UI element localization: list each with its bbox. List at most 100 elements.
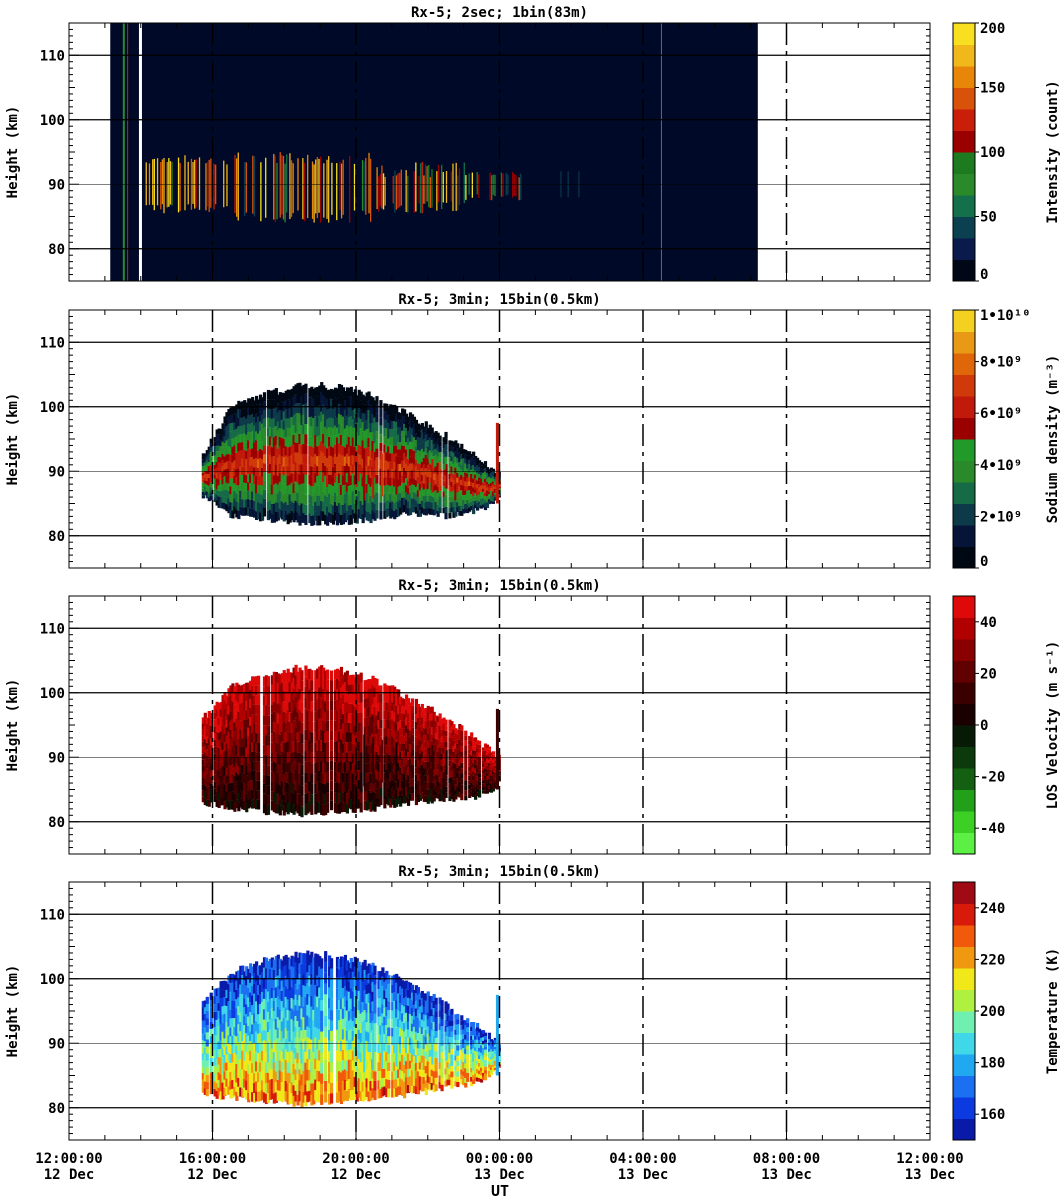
data-cell [322,699,326,710]
data-cell [227,984,231,993]
data-cell [314,425,318,436]
data-cell [237,451,241,460]
data-cell [474,737,478,742]
data-cell [335,741,340,752]
data-cell [304,393,308,404]
data-cell [264,795,269,806]
data-cell [402,445,407,454]
data-cell [217,732,221,741]
data-cell [219,429,223,435]
data-cell [349,435,353,446]
data-cell [365,438,369,448]
data-cell [235,501,239,510]
data-cell [316,505,320,516]
data-cell [393,412,397,422]
data-cell [468,507,472,512]
data-cell [454,774,458,780]
data-cell [458,462,462,468]
data-cell [237,1024,241,1034]
data-cell [255,1021,259,1032]
data-cell [440,759,444,766]
data-cell [347,446,351,457]
data-cell [235,460,239,470]
data-cell [292,667,296,679]
data-cell [493,480,497,483]
data-cell [402,460,407,469]
data-cell [426,775,430,783]
data-cell [379,434,383,443]
data-cell [418,773,422,781]
data-cell [219,783,223,791]
data-cell [231,510,235,519]
data-cell [351,446,355,456]
data-cell [249,1051,253,1061]
data-cell [401,705,405,714]
data-cell [201,1027,205,1034]
data-cell [464,785,468,791]
data-cell [414,433,419,440]
data-cell [201,453,205,457]
data-cell [326,720,330,731]
data-cell [416,476,421,484]
data-cell [255,395,259,405]
data-cell [314,511,318,521]
data-cell [485,783,490,787]
data-cell [258,421,263,431]
data-cell [239,772,243,782]
data-cell [217,792,221,801]
data-cell [203,471,207,475]
data-cell [258,512,263,522]
data-cell [448,451,452,458]
data-cell [472,754,476,759]
data-cell [233,506,237,514]
data-cell [436,432,440,439]
data-cell [266,735,271,746]
data-cell [209,1028,213,1037]
data-cell [221,1090,225,1100]
data-cell [333,700,338,711]
data-cell [205,761,209,769]
data-cell [266,755,271,766]
data-column [442,172,444,203]
data-cell [320,510,324,521]
data-cell [256,675,261,686]
data-cell [201,485,205,489]
data-cell [233,1026,237,1036]
data-cell [292,512,296,523]
data-cell [385,693,389,703]
data-cell [454,462,458,468]
data-cell [329,750,334,761]
data-cell [397,705,401,714]
data-cell [345,434,349,445]
data-cell [270,428,274,438]
data-cell [448,440,452,446]
data-cell [420,474,424,482]
data-cell [304,708,308,719]
data-cell [274,732,278,743]
data-cell [231,1071,235,1080]
data-cell [365,801,369,811]
data-cell [399,798,403,807]
data-cell [444,725,448,731]
panel-title: Rx-5; 2sec; 1bin(83m) [411,5,588,21]
data-cell [256,450,261,460]
data-cell [284,742,288,753]
data-cell [201,495,205,499]
data-cell [209,725,213,733]
data-cell [320,761,324,773]
data-cell [420,442,424,449]
data-cell [292,783,296,794]
data-cell [442,783,446,790]
data-cell [474,750,478,756]
data-cell [304,504,308,515]
data-cell [201,462,205,467]
data-cell [284,409,288,419]
data-cell [450,732,454,738]
data-cell [448,445,452,452]
data-cell [462,499,466,505]
data-cell [414,480,419,487]
data-cell [272,792,276,803]
data-cell [231,728,235,738]
data-cell [345,463,349,473]
data-cell [310,690,314,702]
